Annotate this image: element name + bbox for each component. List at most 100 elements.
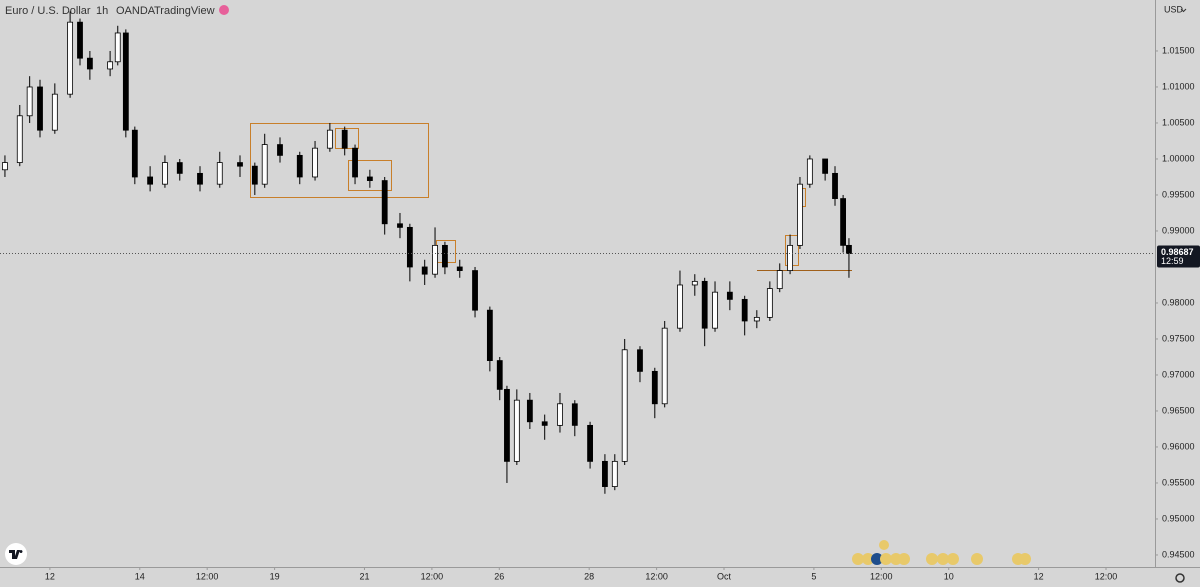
x-tick-label: 28	[584, 571, 594, 581]
zone-box	[348, 160, 392, 191]
y-tick-label: 1.00500	[1162, 117, 1195, 127]
x-tick-label: 12	[1034, 571, 1044, 581]
x-tick-label: 12	[45, 571, 55, 581]
candle-body	[67, 21, 74, 95]
x-tick-label: 21	[359, 571, 369, 581]
candle-body	[840, 198, 847, 246]
y-tick-label: 0.97000	[1162, 369, 1195, 379]
candle-body	[787, 244, 793, 271]
candle-body	[397, 223, 403, 228]
status-dot[interactable]	[219, 5, 229, 15]
tv-logo[interactable]	[5, 543, 27, 565]
candles	[2, 11, 852, 494]
symbol: Euro / U.S. Dollar	[5, 5, 91, 17]
candle-body	[651, 370, 658, 405]
candle-body	[326, 129, 333, 149]
candle-body	[456, 266, 463, 271]
candle-body	[797, 183, 803, 246]
currency-chevron[interactable]	[1180, 8, 1187, 13]
candle-body	[261, 144, 268, 185]
y-tick-label: 0.98000	[1162, 297, 1195, 307]
candle-body	[637, 349, 643, 372]
y-tick-label: 0.99500	[1162, 189, 1195, 199]
candle-body	[832, 172, 838, 199]
candle-body	[86, 57, 93, 70]
candle-body	[26, 86, 33, 117]
candle-body	[381, 180, 388, 225]
last-price: 0.98687	[1161, 247, 1194, 257]
candle-body	[341, 129, 348, 149]
candle-body	[504, 388, 510, 462]
event-icons[interactable]	[852, 540, 1031, 565]
candle-body	[691, 280, 698, 286]
x-tick-label: Oct	[717, 571, 732, 581]
candle-body	[776, 270, 783, 289]
candle-body	[37, 86, 43, 131]
countdown: 12:59	[1161, 256, 1184, 266]
x-tick-label: 12:00	[421, 571, 444, 581]
candle-body	[602, 460, 608, 487]
candle-body	[726, 291, 733, 300]
x-tick-label: 19	[270, 571, 280, 581]
candle-body	[16, 115, 23, 163]
y-tick-label: 0.96000	[1162, 441, 1195, 451]
settings-icon[interactable]	[1175, 573, 1185, 583]
candle-body	[312, 147, 318, 178]
candle-body	[822, 158, 829, 174]
candle-body	[496, 360, 503, 390]
candle-body	[131, 129, 138, 178]
candle-body	[77, 21, 83, 59]
candle-body	[352, 147, 358, 178]
candle-body	[197, 172, 203, 185]
candle-body	[114, 32, 121, 63]
candle-body	[611, 460, 618, 487]
candle-body	[366, 176, 373, 181]
candle-body	[162, 162, 168, 185]
candle-body	[526, 399, 533, 423]
candle-body	[513, 399, 520, 462]
candle-body	[806, 158, 813, 185]
candle-body	[571, 403, 578, 426]
x-tick-label: 14	[135, 571, 145, 581]
currency[interactable]: USD	[1164, 4, 1184, 14]
x-tick-label: 12:00	[1095, 571, 1118, 581]
candle-body	[251, 165, 258, 185]
candle-body	[766, 288, 773, 318]
y-tick-label: 0.94500	[1162, 549, 1195, 559]
candle-body	[237, 162, 243, 167]
candle-body	[147, 176, 154, 185]
x-tick-label: 12:00	[645, 571, 668, 581]
candle-body	[51, 93, 58, 131]
y-tick-label: 0.99000	[1162, 225, 1195, 235]
y-tick-label: 0.95500	[1162, 477, 1195, 487]
candle-body	[216, 162, 223, 185]
last-price-box	[1157, 245, 1200, 268]
candle-body	[296, 154, 303, 178]
candle-body	[741, 298, 748, 322]
y-tick-label: 0.96500	[1162, 405, 1195, 415]
candle-body	[406, 226, 413, 268]
source: OANDA	[116, 5, 156, 17]
candle-body	[277, 144, 283, 156]
candle-body	[472, 270, 478, 311]
candle-body	[486, 309, 493, 361]
candle-body	[107, 61, 114, 70]
y-tick-label: 0.97500	[1162, 333, 1195, 343]
x-tick-label: 26	[494, 571, 504, 581]
candle-body	[846, 244, 852, 254]
y-tick-label: 1.01000	[1162, 81, 1195, 91]
candle-body	[753, 316, 760, 322]
x-tick-label: 5	[811, 571, 816, 581]
candle-body	[442, 244, 448, 268]
candle-body	[712, 291, 718, 329]
y-tick-label: 1.01500	[1162, 45, 1195, 55]
candle-body	[2, 162, 8, 171]
candle-body	[661, 327, 668, 405]
y-tick-label: 1.00000	[1162, 153, 1195, 163]
interval: 1h	[96, 5, 108, 17]
x-tick-label: 12:00	[196, 571, 219, 581]
candle-body	[587, 424, 593, 462]
